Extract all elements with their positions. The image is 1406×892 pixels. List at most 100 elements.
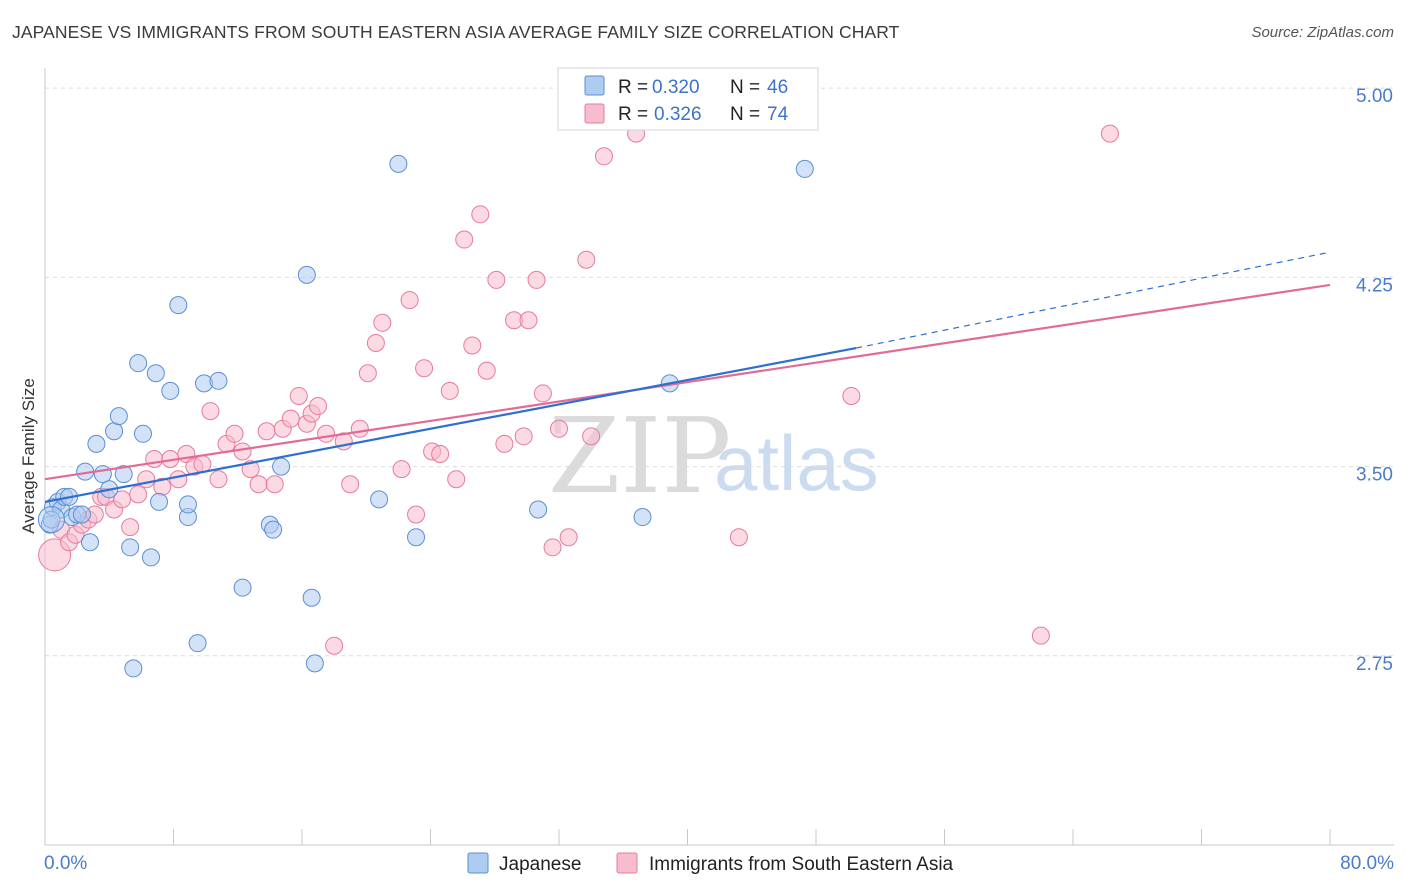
data-point (257, 422, 276, 441)
data-point (137, 470, 156, 489)
data-point (209, 470, 228, 489)
data-point (80, 533, 99, 552)
data-point (527, 270, 546, 289)
legend-n-label-1: N = (730, 77, 760, 98)
watermark-zip: ZIP (548, 395, 731, 517)
data-point (233, 578, 252, 597)
legend-r-label-2: R = (618, 104, 648, 125)
data-point (150, 492, 169, 511)
y-tick-labels: 2.75 3.50 4.25 5.00 (1356, 86, 1393, 675)
data-point (533, 384, 552, 403)
data-point (129, 485, 148, 504)
data-point (366, 333, 385, 352)
data-point (529, 500, 548, 519)
x-tick-label-min: 0.0% (44, 853, 87, 874)
watermark: ZIP atlas (548, 395, 879, 517)
data-point (550, 419, 568, 438)
watermark-atlas: atlas (714, 419, 879, 507)
data-point (471, 205, 490, 224)
legend-n-value-2: 74 (767, 104, 789, 125)
data-point (225, 424, 244, 443)
data-point (161, 381, 180, 400)
data-point (169, 296, 188, 315)
data-point (93, 465, 112, 484)
data-point (633, 508, 652, 527)
data-point (209, 371, 228, 390)
data-point (105, 422, 124, 441)
data-point (241, 460, 260, 479)
trend-lines (44, 251, 1331, 503)
data-point (431, 444, 450, 463)
legend-swatch-immigrants (584, 103, 605, 124)
data-point (87, 434, 106, 453)
x-tick-label-max: 80.0% (1340, 853, 1394, 874)
legend-n-label-2: N = (730, 104, 760, 125)
data-point (309, 397, 328, 416)
data-point (415, 359, 434, 378)
data-point (201, 402, 220, 421)
data-point (289, 386, 308, 405)
data-point (392, 460, 411, 479)
y-tick-label: 2.75 (1356, 654, 1393, 675)
gridlines (45, 87, 1394, 657)
data-point (594, 147, 613, 166)
legend-r-value-1: 0.320 (652, 77, 700, 98)
data-point (487, 270, 506, 289)
bottom-legend-swatch-immigrants (616, 852, 638, 874)
bottom-legend: Japanese Immigrants from South Eastern A… (467, 852, 954, 875)
data-point (142, 548, 161, 567)
chart-title: JAPANESE VS IMMIGRANTS FROM SOUTH EASTER… (12, 22, 900, 42)
data-point (370, 490, 389, 509)
y-tick-label: 5.00 (1356, 86, 1393, 107)
data-point (1100, 124, 1119, 143)
data-point (281, 409, 300, 428)
data-point (514, 427, 533, 446)
data-point (341, 475, 360, 494)
data-point (582, 427, 601, 446)
legend-n-value-1: 46 (767, 77, 788, 98)
data-point (559, 528, 578, 547)
data-point (729, 528, 748, 547)
data-point (42, 510, 61, 529)
data-point (272, 457, 291, 476)
data-point (133, 424, 152, 443)
data-point (305, 654, 324, 673)
stats-legend: R = 0.320 N = 46 R = 0.326 N = 74 (557, 67, 819, 131)
bottom-legend-swatch-japanese (467, 852, 489, 874)
legend-r-label-1: R = (618, 77, 648, 98)
data-point (265, 475, 284, 494)
data-point (114, 465, 133, 484)
data-point (129, 354, 148, 373)
data-point (455, 230, 474, 249)
data-point (178, 495, 197, 514)
trend-line-japanese-extension (856, 251, 1331, 349)
data-point (297, 265, 316, 284)
trend-line-japanese (44, 346, 857, 503)
data-point (407, 528, 426, 547)
bottom-legend-label-japanese: Japanese (499, 854, 581, 875)
data-point (350, 419, 369, 438)
data-point (495, 434, 514, 453)
data-point (317, 424, 336, 443)
data-point (109, 407, 128, 426)
data-point (249, 475, 268, 494)
data-point (447, 470, 466, 489)
data-point (188, 634, 207, 653)
data-point (325, 636, 344, 655)
data-point (169, 470, 188, 489)
data-point (373, 313, 392, 332)
data-point (233, 442, 252, 461)
x-axis-ticks (44, 829, 1331, 845)
data-point (577, 250, 596, 269)
data-point (795, 159, 814, 178)
data-point (389, 154, 408, 173)
data-point (358, 364, 377, 383)
source-credit: Source: ZipAtlas.com (1251, 24, 1394, 41)
legend-swatch-japanese (584, 75, 605, 96)
data-point (145, 450, 164, 469)
data-point (842, 386, 861, 405)
data-point (113, 490, 132, 509)
trend-line-immigrants (44, 283, 1331, 481)
data-point (519, 311, 538, 330)
